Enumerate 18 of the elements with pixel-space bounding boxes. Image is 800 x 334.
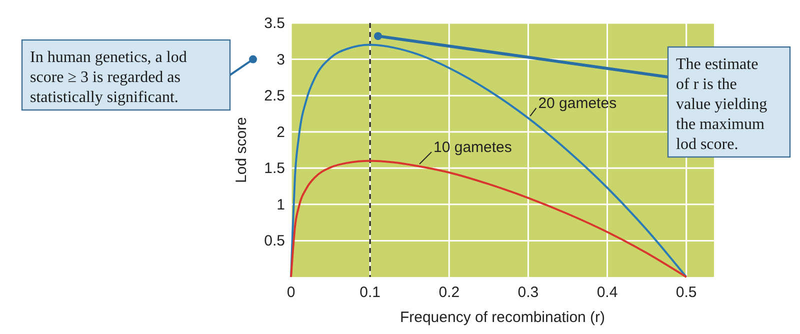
text: In human genetics, a lod score ≥ 3 is regarded as statistically significant. xyxy=(30,49,187,106)
x-tick-label: 0.5 xyxy=(676,284,697,301)
y-axis-title: Lod score xyxy=(233,117,250,183)
line-series xyxy=(290,160,688,278)
x-tick-label: 0.3 xyxy=(518,284,539,301)
y-tick-label: 3.5 xyxy=(264,15,285,32)
y-tick-label: 2.5 xyxy=(264,88,285,105)
x-tick-label: 0.2 xyxy=(438,284,460,301)
annotation: The estimate of r is the value yielding the maximum lod score. xyxy=(676,56,768,153)
y-tick-label: 2 xyxy=(276,124,285,141)
y-tick-label: 1.5 xyxy=(264,160,285,178)
x-tick-label: 0 xyxy=(286,284,296,301)
y-tick-label: 3 xyxy=(276,51,285,68)
y-tick-label: 0.5 xyxy=(264,232,285,250)
y-tick-label: 1 xyxy=(276,196,285,214)
x-axis-title: Frequency of recombination (r) xyxy=(400,309,606,326)
x-tick-label: 0.1 xyxy=(360,284,380,301)
x-tick-label: 0.4 xyxy=(596,284,618,301)
